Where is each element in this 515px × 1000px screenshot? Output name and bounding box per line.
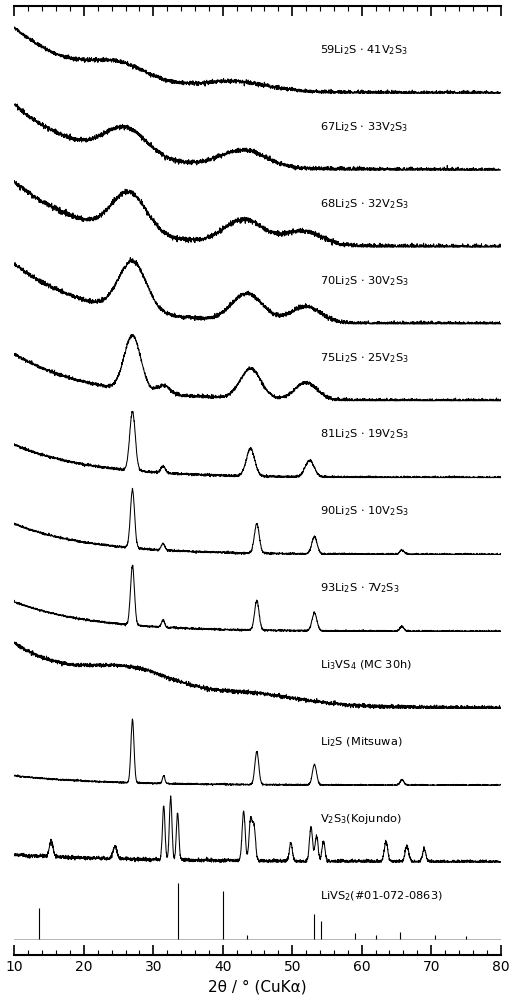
Text: 67Li$_2$S $\cdot$ 33V$_2$S$_3$: 67Li$_2$S $\cdot$ 33V$_2$S$_3$ [320, 120, 408, 134]
Text: 75Li$_2$S $\cdot$ 25V$_2$S$_3$: 75Li$_2$S $\cdot$ 25V$_2$S$_3$ [320, 351, 409, 365]
Text: 59Li$_2$S $\cdot$ 41V$_2$S$_3$: 59Li$_2$S $\cdot$ 41V$_2$S$_3$ [320, 43, 408, 57]
Text: Li$_3$VS$_4$ (MC 30h): Li$_3$VS$_4$ (MC 30h) [320, 658, 412, 672]
Text: 68Li$_2$S $\cdot$ 32V$_2$S$_3$: 68Li$_2$S $\cdot$ 32V$_2$S$_3$ [320, 197, 409, 211]
Text: LiVS$_2$(#01-072-0863): LiVS$_2$(#01-072-0863) [320, 889, 443, 903]
Text: 93Li$_2$S $\cdot$ 7V$_2$S$_3$: 93Li$_2$S $\cdot$ 7V$_2$S$_3$ [320, 581, 400, 595]
X-axis label: 2θ / ° (CuKα): 2θ / ° (CuKα) [208, 979, 307, 994]
Text: 81Li$_2$S $\cdot$ 19V$_2$S$_3$: 81Li$_2$S $\cdot$ 19V$_2$S$_3$ [320, 428, 409, 441]
Text: V$_2$S$_3$(Kojundo): V$_2$S$_3$(Kojundo) [320, 812, 402, 826]
Text: Li$_2$S (Mitsuwa): Li$_2$S (Mitsuwa) [320, 735, 403, 749]
Text: 70Li$_2$S $\cdot$ 30V$_2$S$_3$: 70Li$_2$S $\cdot$ 30V$_2$S$_3$ [320, 274, 409, 288]
Text: 90Li$_2$S $\cdot$ 10V$_2$S$_3$: 90Li$_2$S $\cdot$ 10V$_2$S$_3$ [320, 505, 409, 518]
